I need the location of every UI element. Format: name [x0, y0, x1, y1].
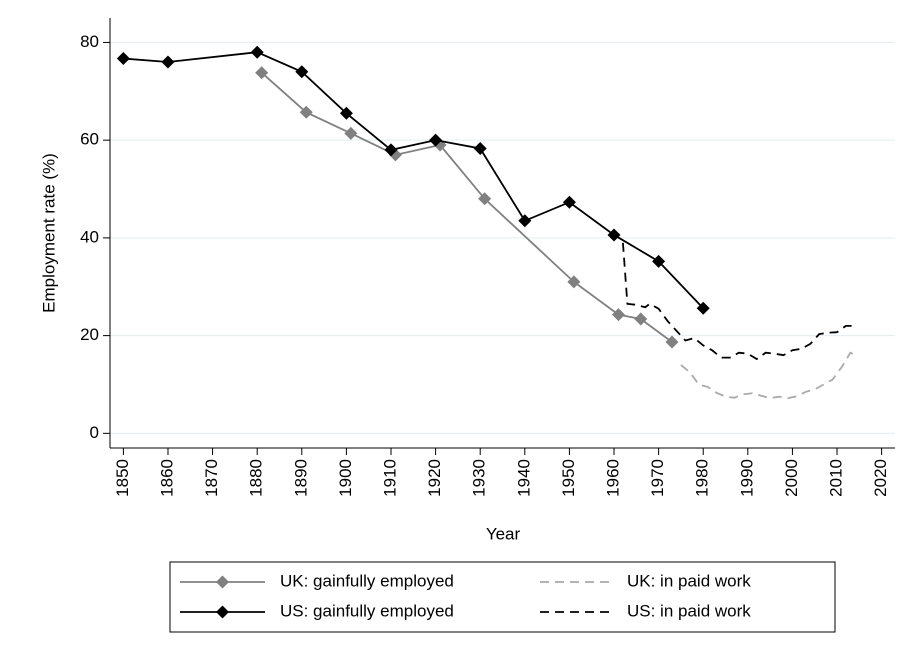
x-tick-label: 1900 — [336, 459, 355, 497]
data-point — [518, 214, 532, 228]
y-tick-label: 80 — [80, 32, 99, 51]
data-point — [652, 254, 666, 268]
legend-marker — [216, 575, 229, 589]
y-tick-label: 20 — [80, 325, 99, 344]
x-tick-label: 2010 — [827, 459, 846, 497]
x-axis-label: Year — [486, 524, 521, 543]
data-point — [161, 55, 175, 69]
data-point — [429, 133, 443, 147]
x-tick-label: 2020 — [871, 459, 890, 497]
data-point — [478, 192, 492, 206]
data-point — [567, 275, 581, 289]
x-tick-label: 1850 — [113, 459, 132, 497]
legend-label: US: in paid work — [627, 601, 751, 620]
data-point — [634, 312, 648, 326]
series-line — [622, 242, 855, 361]
data-point — [295, 65, 309, 79]
data-point — [696, 301, 710, 315]
x-tick-label: 1920 — [425, 459, 444, 497]
series-line — [680, 351, 856, 400]
data-point — [665, 335, 679, 349]
x-tick-label: 1950 — [559, 459, 578, 497]
data-point — [299, 105, 313, 119]
x-tick-label: 1980 — [693, 459, 712, 497]
x-tick-label: 1960 — [603, 459, 622, 497]
data-point — [384, 143, 398, 157]
x-tick-label: 1940 — [514, 459, 533, 497]
x-tick-label: 1910 — [380, 459, 399, 497]
data-point — [344, 126, 358, 140]
y-tick-label: 40 — [80, 227, 99, 246]
legend-label: UK: in paid work — [627, 571, 751, 590]
y-tick-label: 60 — [80, 130, 99, 149]
data-point — [473, 141, 487, 155]
x-tick-label: 1990 — [737, 459, 756, 497]
x-tick-label: 1870 — [202, 459, 221, 497]
x-tick-label: 1930 — [470, 459, 489, 497]
series-line — [261, 72, 673, 343]
x-tick-label: 1860 — [157, 459, 176, 497]
legend-box — [169, 561, 836, 633]
data-point — [562, 195, 576, 209]
x-tick-label: 1890 — [291, 459, 310, 497]
series-line — [123, 51, 704, 309]
legend-label: US: gainfully employed — [280, 601, 454, 620]
data-point — [255, 66, 269, 80]
x-tick-label: 2000 — [782, 459, 801, 497]
y-axis-label: Employment rate (%) — [39, 153, 58, 313]
x-tick-label: 1970 — [648, 459, 667, 497]
data-point — [116, 52, 130, 66]
legend-label: UK: gainfully employed — [280, 571, 454, 590]
data-point — [339, 106, 353, 120]
data-point — [250, 45, 264, 59]
y-tick-label: 0 — [90, 423, 99, 442]
x-tick-label: 1880 — [247, 459, 266, 497]
data-point — [607, 228, 621, 242]
data-point — [611, 308, 625, 322]
legend-marker — [216, 605, 229, 619]
